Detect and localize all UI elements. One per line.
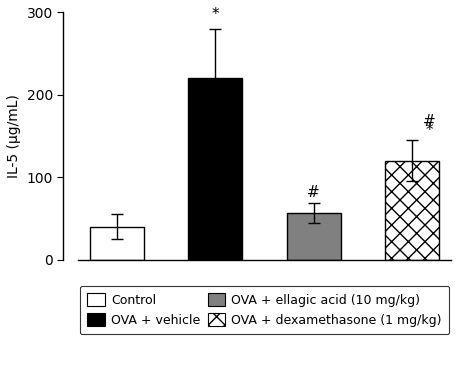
Bar [189, 78, 243, 260]
Bar [287, 213, 341, 260]
Text: *: * [426, 123, 433, 138]
Text: #: # [307, 186, 320, 200]
Bar [90, 227, 144, 260]
Text: *: * [212, 7, 219, 22]
Bar [385, 161, 439, 260]
Legend: Control, OVA + vehicle, OVA + ellagic acid (10 mg/kg), OVA + dexamethasone (1 mg: Control, OVA + vehicle, OVA + ellagic ac… [80, 286, 449, 334]
Text: #: # [423, 115, 436, 129]
Y-axis label: IL-5 (μg/mL): IL-5 (μg/mL) [7, 94, 21, 178]
